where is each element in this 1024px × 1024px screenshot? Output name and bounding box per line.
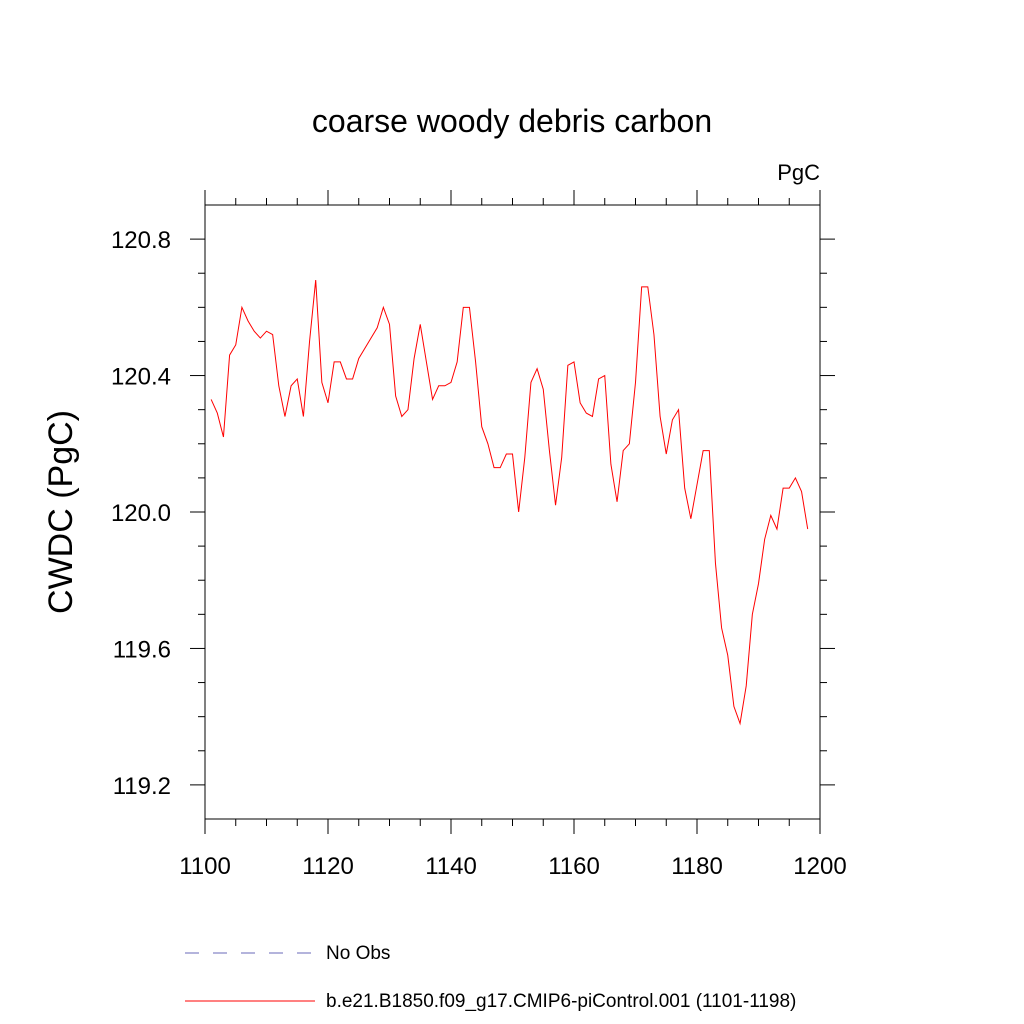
y-tick-label: 120.0	[111, 500, 171, 527]
y-tick-label: 120.4	[111, 364, 171, 391]
x-tick-label: 1140	[425, 853, 477, 880]
x-tick-label: 1100	[179, 853, 231, 880]
legend: No Obs b.e21.B1850.f09_g17.CMIP6-piContr…	[185, 943, 796, 1012]
y-tick-label: 119.6	[113, 636, 171, 663]
y-axis-label: CWDC (PgC)	[42, 410, 80, 614]
series-lines	[210, 279, 809, 726]
plot-frame	[204, 204, 821, 820]
series-line-1	[210, 279, 809, 726]
chart-title: coarse woody debris carbon	[312, 103, 712, 139]
x-tick-label: 1120	[302, 853, 354, 880]
x-tick-label: 1200	[793, 853, 846, 880]
axis-tick-labels: 1100 1120 1140 1160 1180 1200 119.2 119.6 120.0 1…	[111, 227, 847, 880]
x-tick-label: 1160	[548, 853, 600, 880]
y-tick-label: 120.8	[111, 227, 171, 254]
axis-ticks	[190, 190, 835, 834]
legend-label-picontrol: b.e21.B1850.f09_g17.CMIP6-piControl.001 …	[326, 991, 796, 1012]
units-label: PgC	[777, 160, 820, 185]
x-tick-label: 1180	[671, 853, 723, 880]
legend-label-no-obs: No Obs	[326, 943, 390, 964]
y-tick-label: 119.2	[113, 773, 171, 800]
